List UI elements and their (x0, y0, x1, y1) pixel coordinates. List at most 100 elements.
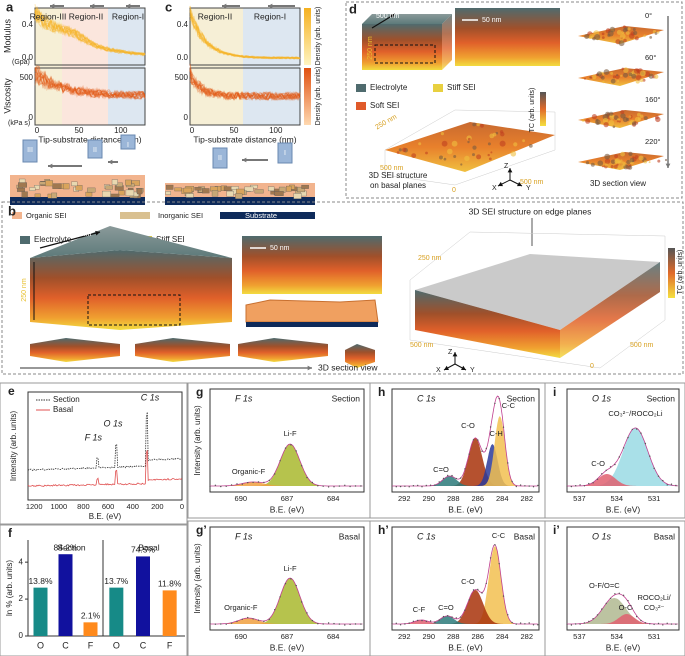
inorganic-particle (45, 180, 53, 187)
inorganic-particle (71, 181, 78, 187)
raw-point (408, 622, 410, 624)
raw-point (575, 623, 577, 625)
axis-label: 500 nm (520, 179, 544, 186)
panel-label: c (165, 0, 172, 14)
peak-annotation: Organic-F (224, 603, 258, 612)
arrow-head (307, 365, 312, 371)
tick-label: 684 (327, 632, 340, 641)
bar (58, 554, 73, 636)
afm-tip (87, 139, 103, 159)
raw-point (566, 624, 568, 626)
raw-point (627, 600, 629, 602)
raw-point (317, 623, 319, 625)
raw-point (622, 447, 625, 449)
panel-label: b (8, 203, 16, 218)
panel-label: g (196, 385, 203, 399)
raw-point (412, 620, 415, 622)
block-side (560, 262, 660, 358)
element-label: C 1s (417, 393, 436, 403)
raw-point (524, 485, 526, 487)
curve (189, 5, 301, 60)
curve (189, 73, 301, 101)
region (35, 8, 62, 125)
sei-speck (597, 160, 604, 166)
inorganic-particle (211, 190, 219, 197)
panel-label: a (6, 0, 14, 14)
sei-speck (460, 163, 463, 166)
scale-label: 50 nm (270, 245, 290, 252)
curve (34, 14, 146, 56)
curve (189, 79, 301, 101)
peak-label: F 1s (85, 432, 103, 442)
raw-point (442, 615, 445, 618)
inorganic-particle (250, 184, 258, 189)
curve (34, 8, 146, 56)
raw-point (666, 622, 668, 624)
sei-speck (584, 77, 586, 80)
tick-label: 284 (496, 494, 509, 503)
sei-speck (610, 165, 614, 169)
panel-frame (544, 382, 685, 519)
scale-label: 500 nm (376, 13, 400, 20)
sei-speck (447, 148, 453, 155)
tick-label: 537 (573, 494, 586, 503)
curve (189, 6, 301, 60)
arrow-head (444, 365, 449, 371)
tick-label: 537 (573, 632, 586, 641)
raw-point (653, 467, 655, 469)
curve (189, 67, 301, 102)
tick-label: 50 (75, 126, 84, 135)
raw-point (622, 594, 625, 596)
axis-label: B.E. (eV) (606, 642, 641, 652)
section-block (30, 338, 120, 362)
tick-label: 534 (611, 632, 624, 641)
sei-speck (638, 155, 644, 161)
tick-label: 288 (447, 632, 460, 641)
legend-swatch (356, 84, 366, 92)
raw-point (360, 485, 362, 487)
scale-label: 250 nm (367, 36, 374, 60)
plot-frame (34, 7, 146, 66)
raw-point (515, 623, 517, 625)
axis-label: 250 nm (374, 114, 398, 132)
raw-point (295, 450, 297, 452)
inorganic-particle (51, 192, 58, 199)
sei-speck (603, 122, 609, 128)
raw-point (618, 456, 620, 458)
sei-speck (657, 159, 661, 163)
tick-label: 292 (398, 494, 411, 503)
sei-speck (632, 121, 637, 126)
panel-label: h’ (378, 523, 389, 537)
panel-frame (187, 382, 371, 519)
sei-speck (610, 78, 616, 84)
sei-speck (441, 140, 448, 147)
curve (34, 8, 146, 56)
tick-label: 290 (422, 632, 435, 641)
raw-point (537, 484, 539, 487)
raw-point (485, 447, 487, 450)
arrow-head (461, 365, 466, 371)
sei-speck (601, 32, 605, 36)
sei-speck (610, 159, 616, 165)
peak-annotation: C-O (591, 459, 605, 468)
raw-point (284, 447, 287, 449)
sei-speck (602, 165, 604, 168)
inorganic-particle (34, 193, 41, 198)
raw-point (588, 482, 590, 485)
arrow-head (48, 163, 53, 169)
curve (34, 72, 146, 100)
sei-speck (620, 74, 623, 77)
sei-speck (480, 123, 484, 128)
caption: 3D section view (590, 179, 646, 188)
tip-label: II (93, 147, 97, 154)
tick-label: 284 (496, 632, 509, 641)
inorganic-particle (118, 190, 125, 196)
inorganic-particle (301, 184, 309, 189)
curve (189, 15, 301, 60)
sei-speck (398, 148, 402, 152)
raw-point (657, 475, 660, 477)
sei-speck (618, 161, 621, 164)
sei-speck (612, 75, 617, 79)
raw-point (579, 484, 581, 486)
axis-label: 250 nm (418, 255, 442, 262)
